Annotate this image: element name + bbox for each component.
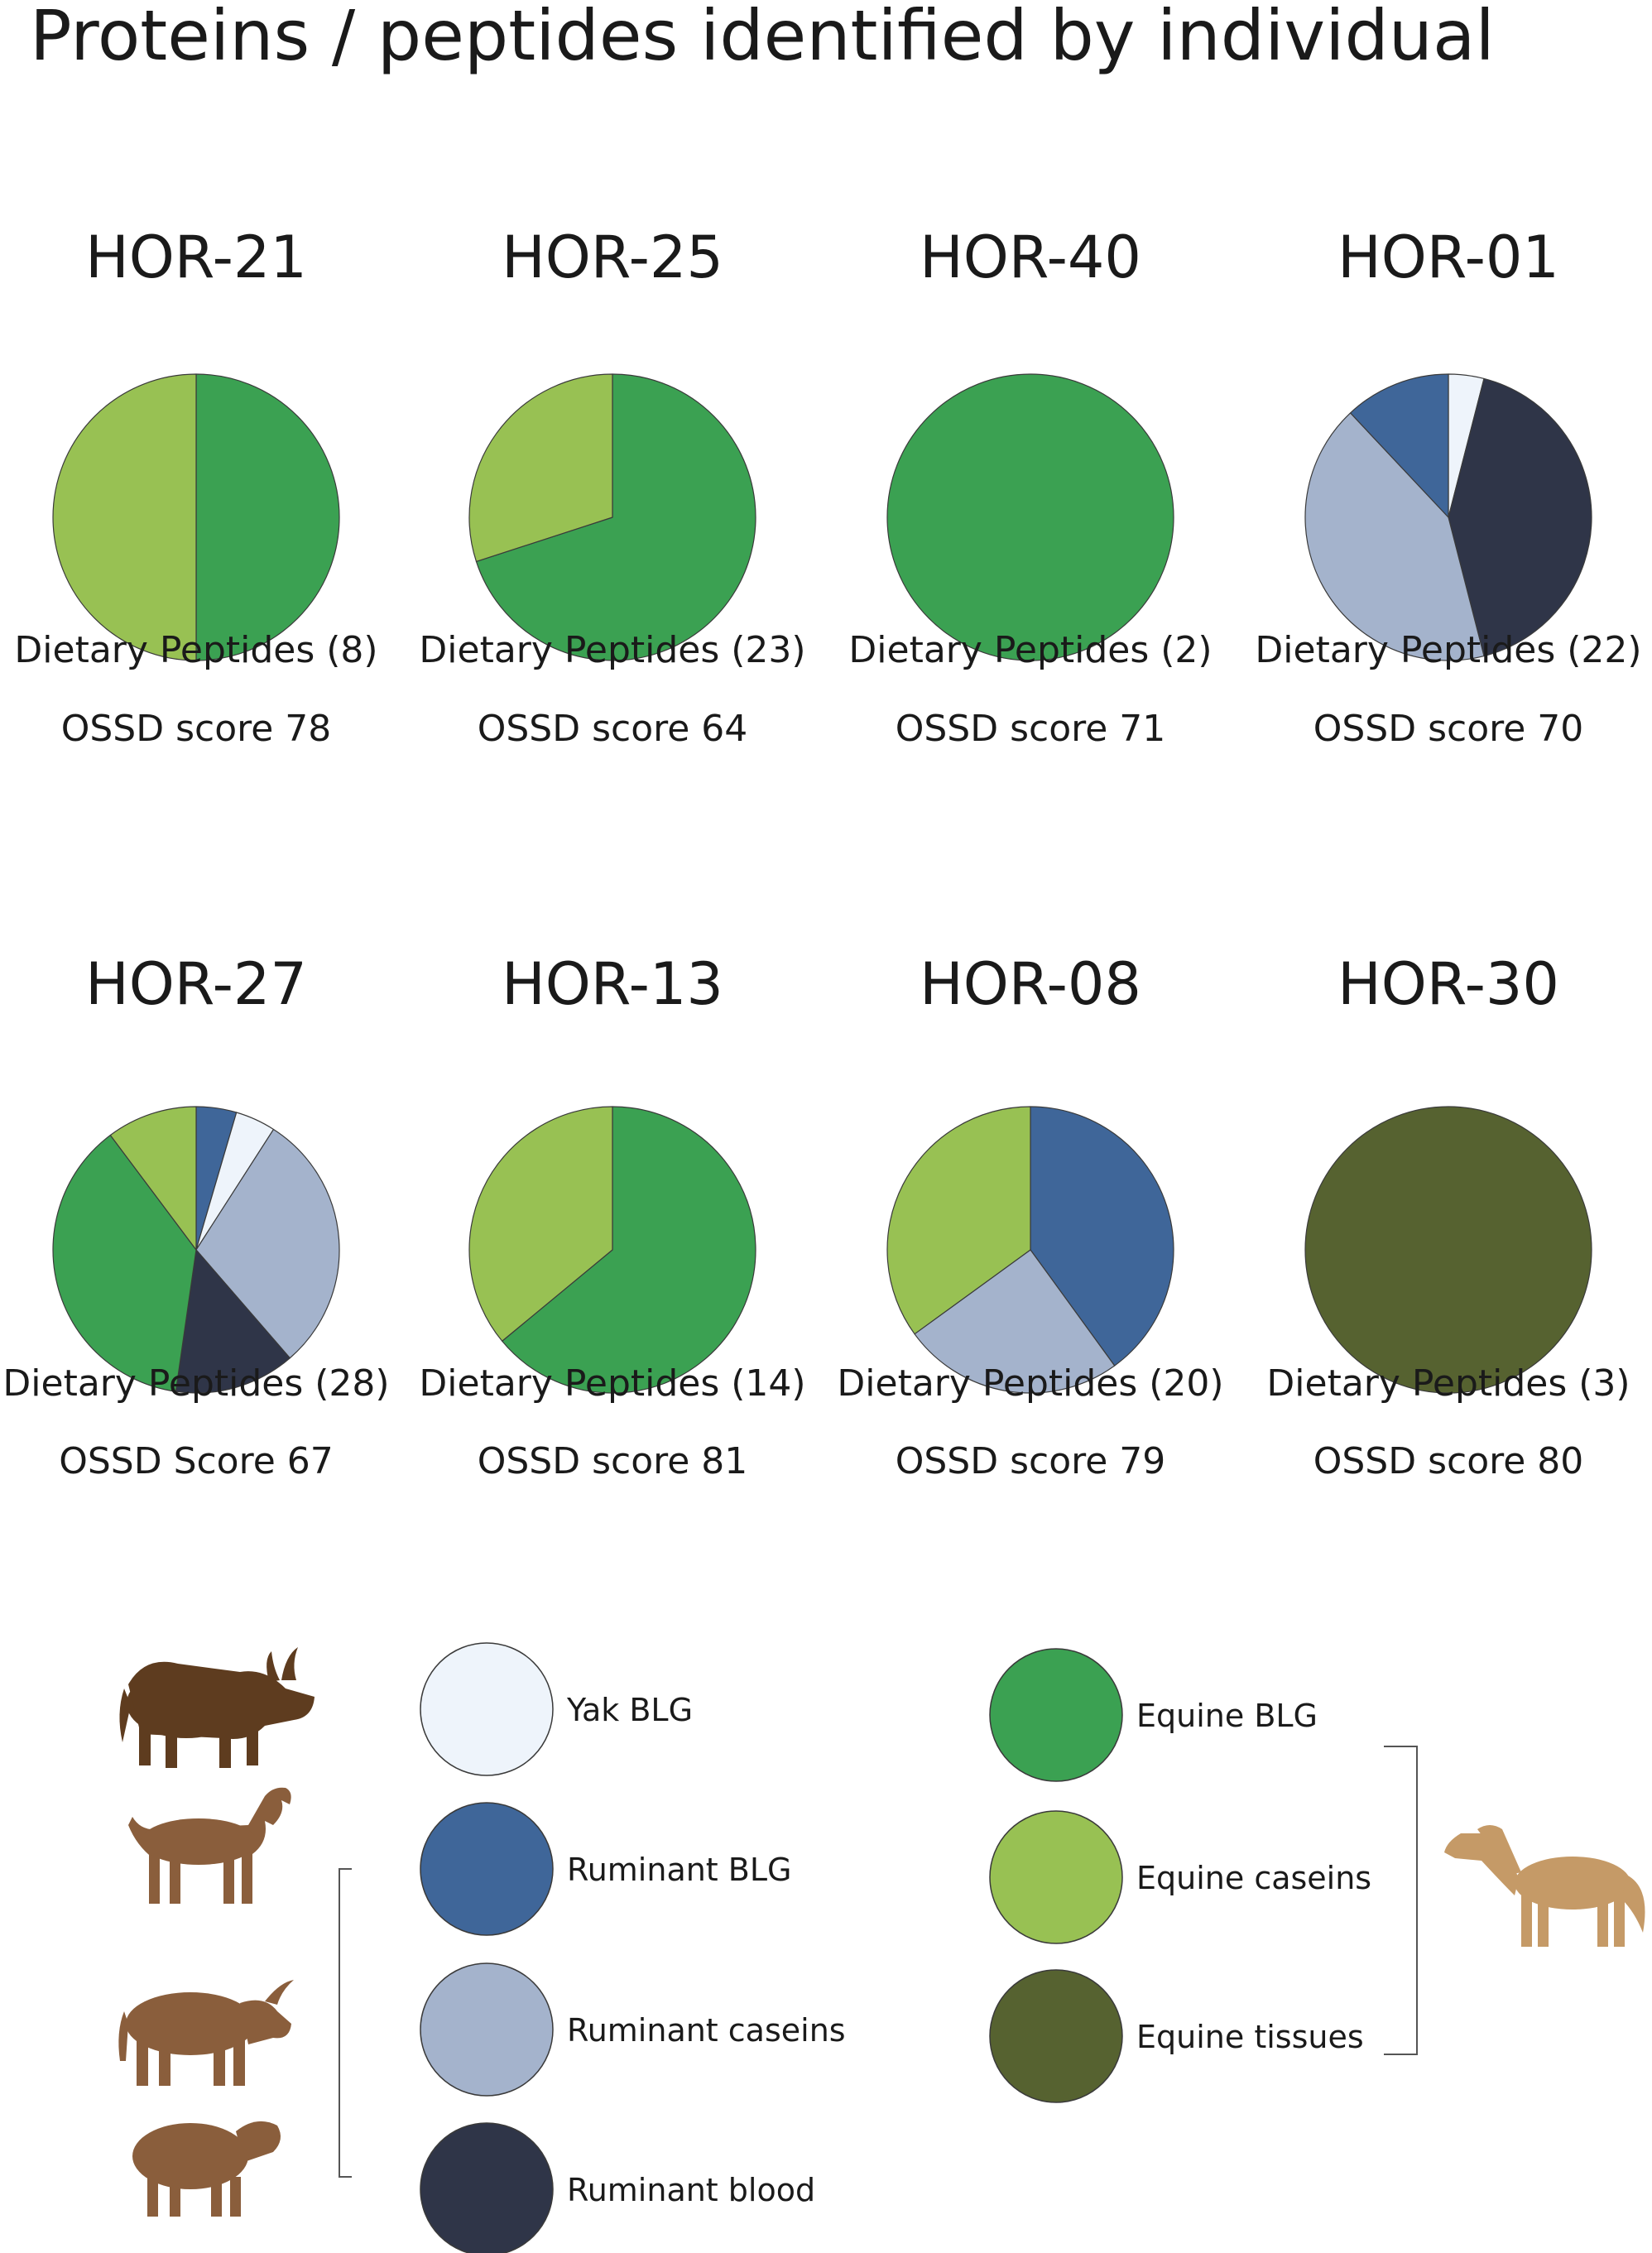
dietary-peptides-label: Dietary Peptides (28) [2, 1362, 389, 1405]
legend-swatch-ruminant-blg [420, 1802, 554, 1936]
pie-slice-equine-blg [52, 1134, 197, 1392]
dietary-peptides-label: Dietary Peptides (2) [848, 629, 1212, 671]
ossd-score-label: OSSD score 70 [1313, 708, 1584, 750]
pie-slice-ruminant-blood [175, 1249, 291, 1394]
goat-icon [128, 1787, 291, 1904]
legend-swatch-equine-caseins [989, 1810, 1123, 1944]
pie-hor-01: HOR-01 Dietary Peptides (22) OSSD score 70 [1255, 223, 1641, 750]
legend-swatch-equine-blg [989, 1648, 1123, 1782]
pie-slice-equine-blg [502, 1106, 756, 1394]
pie-slice-equine-caseins [52, 373, 197, 661]
legend-label: Equine caseins [1136, 1860, 1371, 1896]
dietary-peptides-label: Dietary Peptides (23) [419, 629, 805, 671]
dietary-peptides-label: Dietary Peptides (20) [837, 1362, 1223, 1405]
pie-hor-21: HOR-21 Dietary Peptides (8) OSSD score 78 [14, 223, 377, 750]
horse-icon [1444, 1825, 1645, 1947]
pie-title: HOR-01 [1337, 223, 1559, 291]
ossd-score-label: OSSD score 79 [896, 1440, 1166, 1482]
pie-slice-ruminant-caseins [1304, 412, 1485, 661]
pie-slice-equine-blg [195, 373, 340, 661]
pie-hor-30: HOR-30 Dietary Peptides (3) OSSD score 80 [1266, 950, 1630, 1482]
pie-slice-ruminant-blg [1349, 373, 1449, 518]
ossd-score-label: OSSD score 80 [1313, 1440, 1584, 1482]
pie-slice-equine-blg [475, 373, 756, 661]
legend-swatch-yak-blg [420, 1642, 554, 1776]
legend-label: Yak BLG [566, 1692, 693, 1728]
pie-slice-ruminant-caseins [195, 1128, 340, 1359]
dietary-peptides-label: Dietary Peptides (22) [1255, 629, 1641, 671]
pie-title: HOR-13 [502, 950, 723, 1018]
pie-hor-40: HOR-40 Dietary Peptides (2) OSSD score 71 [848, 223, 1212, 750]
legend-swatch-ruminant-caseins [420, 1962, 554, 2097]
legend-swatch-ruminant-blood [420, 2122, 554, 2253]
pie-slice-equine-caseins [886, 1106, 1031, 1335]
ossd-score-label: OSSD score 64 [478, 708, 748, 750]
ossd-score-label: OSSD Score 67 [59, 1440, 334, 1482]
pie-slice-equine-blg [886, 373, 1174, 661]
pie-slice-equine-tissues [1304, 1106, 1592, 1394]
pie-slice-equine-caseins [109, 1106, 197, 1251]
legend-label: Equine BLG [1136, 1698, 1318, 1734]
pie-title: HOR-25 [502, 223, 723, 291]
ossd-score-label: OSSD score 81 [478, 1440, 748, 1482]
pie-slice-ruminant-blg [1030, 1106, 1174, 1367]
legend-swatch-equine-tissues [989, 1969, 1123, 2103]
pie-slice-ruminant-caseins [914, 1249, 1116, 1394]
dietary-peptides-label: Dietary Peptides (14) [419, 1362, 805, 1405]
ruminant-bracket [339, 1868, 352, 2178]
pie-hor-25: HOR-25 Dietary Peptides (23) OSSD score 64 [419, 223, 805, 750]
ossd-score-label: OSSD score 71 [896, 708, 1166, 750]
pie-hor-13: HOR-13 Dietary Peptides (14) OSSD score 81 [419, 950, 805, 1482]
legend-label: Equine tissues [1136, 2019, 1364, 2055]
sheep-icon [132, 2121, 281, 2217]
pie-slice-ruminant-blood [1448, 377, 1592, 657]
pie-slice-equine-caseins [468, 373, 613, 563]
figure-title: Proteins / peptides identified by indivi… [30, 0, 1495, 76]
equine-bracket [1384, 1746, 1418, 2055]
cow-icon [118, 1980, 294, 2086]
legend-label: Ruminant BLG [567, 1852, 791, 1888]
pie-hor-08: HOR-08 Dietary Peptides (20) OSSD score 79 [837, 950, 1223, 1482]
pie-slice-equine-caseins [468, 1106, 613, 1342]
pie-title: HOR-21 [85, 223, 307, 291]
ossd-score-label: OSSD score 78 [61, 708, 332, 750]
legend-label: Ruminant caseins [567, 2012, 846, 2049]
dietary-peptides-label: Dietary Peptides (3) [1266, 1362, 1630, 1405]
pie-title: HOR-08 [920, 950, 1141, 1018]
yak-icon [119, 1647, 315, 1768]
dietary-peptides-label: Dietary Peptides (8) [14, 629, 377, 671]
pie-hor-27: HOR-27 Dietary Peptides (28) OSSD Score 67 [2, 950, 389, 1482]
pie-title: HOR-40 [920, 223, 1141, 291]
pie-title: HOR-30 [1337, 950, 1559, 1018]
legend-label: Ruminant blood [567, 2172, 815, 2208]
legend: Yak BLG Ruminant BLG Ruminant caseins Rumin… [118, 1642, 1645, 2253]
pie-title: HOR-27 [85, 950, 307, 1018]
